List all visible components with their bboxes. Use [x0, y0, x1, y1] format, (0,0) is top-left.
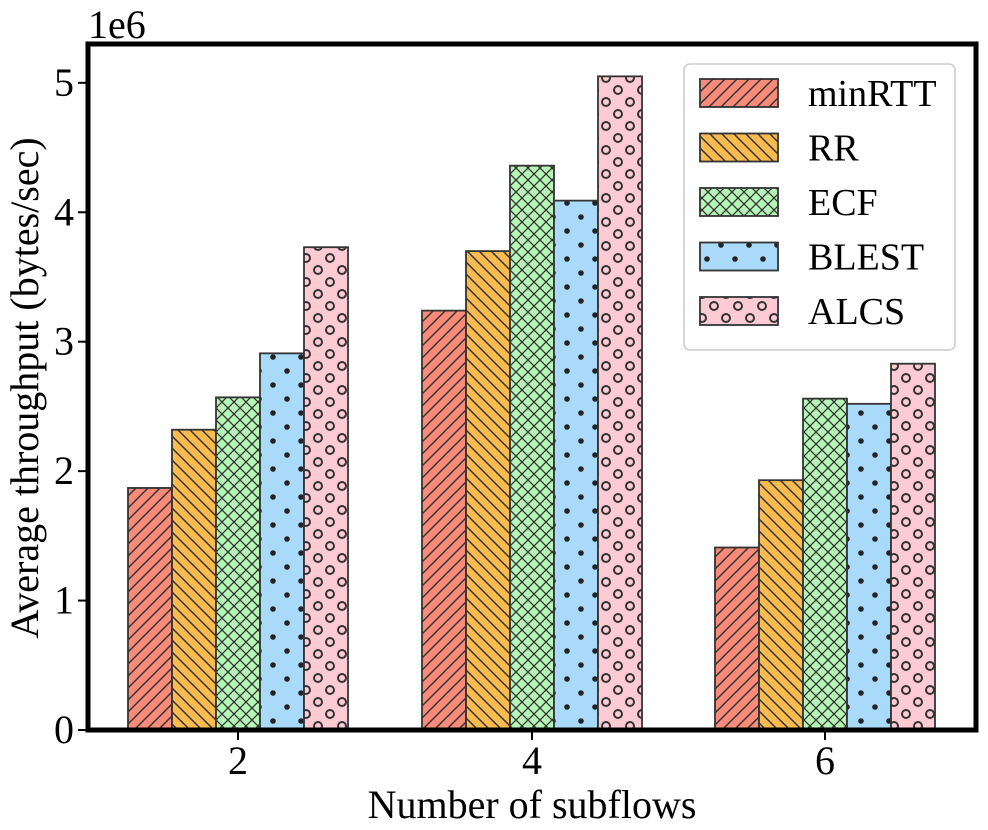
y-tick-label: 3	[54, 319, 74, 364]
x-axis-label: Number of subflows	[368, 782, 697, 827]
legend: minRTT RR ECF BLEST ALCS	[683, 63, 956, 351]
y-tick-label: 5	[54, 60, 74, 105]
x-tick-label: 4	[522, 738, 542, 783]
bar-minrtt-6	[714, 546, 760, 731]
bar-rr-4	[465, 250, 511, 731]
bar-ecf-6	[802, 397, 848, 731]
legend-label-minrtt: minRTT	[808, 73, 937, 115]
bar-minrtt-2	[127, 487, 173, 731]
y-tick-label: 4	[54, 189, 74, 234]
legend-label-blest: BLEST	[808, 237, 924, 279]
bar-ecf-2	[215, 396, 261, 731]
y-tick-label: 1	[54, 578, 74, 623]
y-multiplier-label: 1e6	[88, 2, 146, 47]
bar-blest-6	[846, 402, 892, 731]
y-tick-label: 0	[54, 707, 74, 752]
bar-rr-6	[758, 479, 804, 731]
legend-swatch-minrtt	[699, 78, 779, 108]
legend-label-alcs: ALCS	[808, 291, 905, 333]
x-tick-label: 6	[815, 738, 835, 783]
bar-minrtt-4	[421, 309, 467, 731]
legend-swatch-alcs	[699, 296, 779, 326]
ticks-layer: 0 1 2 3 4 5 2 4 6	[54, 60, 835, 783]
bar-alcs-4	[597, 75, 643, 731]
bars-layer	[127, 75, 936, 731]
y-axis-label: Average throughput (bytes/sec)	[2, 137, 47, 638]
legend-swatch-blest	[699, 241, 779, 272]
legend-label-ecf: ECF	[808, 182, 878, 224]
bar-blest-4	[553, 199, 599, 731]
bar-ecf-4	[509, 164, 555, 731]
legend-label-rr: RR	[808, 128, 859, 170]
bar-alcs-6	[890, 362, 936, 731]
bar-blest-2	[259, 352, 305, 731]
x-tick-label: 2	[228, 738, 248, 783]
y-tick-label: 2	[54, 448, 74, 493]
plot-frame	[85, 41, 979, 733]
legend-swatch-rr	[699, 132, 779, 163]
bar-alcs-2	[303, 246, 349, 731]
bar-rr-2	[171, 428, 217, 731]
legend-swatch-ecf	[699, 187, 779, 217]
